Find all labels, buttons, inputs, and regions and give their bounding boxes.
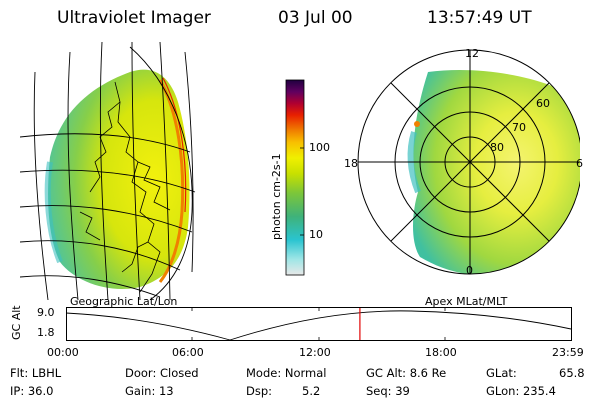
mlt-label-0: 0 [466,264,473,277]
status-flt: Flt: LBHL [10,366,62,380]
status-door: Door: Closed [125,366,199,380]
lat-label-60: 60 [536,97,550,110]
colorbar-tick-10: 10 [309,228,323,241]
orbit-ylabel: GC Alt [10,305,23,340]
polar-plot [357,49,580,275]
status-glat: GLat: [486,366,517,380]
mlt-label-18: 18 [344,157,358,170]
date-label: 03 Jul 00 [278,8,353,28]
status-gain: Gain: 13 [125,384,174,398]
orbit-xtick-2: 12:00 [299,346,331,359]
status-glat-value: 65.8 [559,366,585,380]
status-ip: IP: 36.0 [10,384,54,398]
orbit-xtick-0: 00:00 [47,346,79,359]
colorbar-label: photon cm-2s-1 [270,153,283,240]
lat-label-70: 70 [512,121,526,134]
app-title: Ultraviolet Imager [57,8,211,28]
colorbar [285,79,305,276]
left-panel-caption: Geographic Lat/Lon [70,295,178,308]
orbit-xtick-1: 06:00 [172,346,204,359]
orbit-xtick-3: 18:00 [425,346,457,359]
orbit-ytick-low: 1.8 [37,326,55,339]
right-panel-caption: Apex MLat/MLT [425,295,508,308]
lat-label-80: 80 [490,141,504,154]
status-gc-alt: GC Alt: 8.6 Re [366,366,447,380]
status-glon: GLon: 235.4 [486,384,556,398]
geographic-image [20,42,196,300]
orbit-plot [66,307,572,341]
orbit-xtick-4: 23:59 [552,346,584,359]
orbit-ytick-high: 9.0 [37,306,55,319]
time-label: 13:57:49 UT [427,8,532,28]
status-dsp-value: 5.2 [302,384,321,398]
status-dsp: Dsp: [246,384,273,398]
status-seq: Seq: 39 [366,384,410,398]
colorbar-tick-100: 100 [309,141,330,154]
mlt-label-12: 12 [465,47,479,60]
status-mode: Mode: Normal [246,366,327,380]
mlt-label-6: 6 [576,157,583,170]
